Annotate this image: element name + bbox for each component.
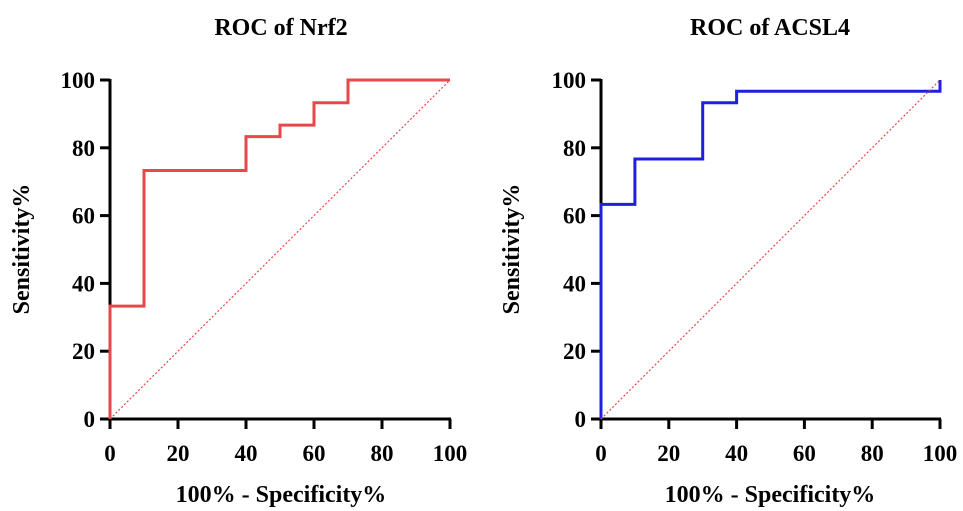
x-axis-label: 100% - Specificity% [176,482,387,508]
y-tick-label: 0 [575,407,587,432]
y-tick-label: 20 [563,339,586,364]
x-tick-label: 0 [595,441,607,466]
x-tick-label: 100 [433,441,468,466]
chart-title: ROC of Nrf2 [214,15,347,41]
x-tick-label: 20 [167,441,190,466]
y-tick-label: 0 [84,407,96,432]
reference-diagonal-line [600,79,941,420]
y-tick-label: 100 [552,68,587,93]
plot-area: 0 20 40 60 80 100 0 20 40 60 80 100 [552,68,958,466]
x-tick-label: 60 [303,441,326,466]
x-tick-label: 40 [725,441,748,466]
y-tick-label: 100 [61,68,96,93]
y-axis-label: Sensitivity% [499,184,525,315]
x-tick-label: 0 [104,441,116,466]
roc-curve [108,78,450,419]
y-tick-label: 60 [563,204,586,229]
x-tick-label: 60 [793,441,816,466]
y-tick-label: 80 [563,136,586,161]
plot-area: 0 20 40 60 80 100 0 20 40 60 80 100 [61,68,468,466]
x-axis-label: 100% - Specificity% [665,482,876,508]
y-tick-label: 80 [72,136,95,161]
x-tick-label: 80 [371,441,394,466]
chart-acsl4: ROC of ACSL4 100% - Specificity% Sensiti… [499,15,957,508]
y-tick-label: 40 [72,271,95,296]
chart-nrf2: ROC of Nrf2 100% - Specificity% Sensitiv… [9,15,467,508]
reference-diagonal-line [109,79,451,420]
x-tick-label: 80 [861,441,884,466]
roc-curve [599,80,942,419]
y-tick-label: 20 [72,339,95,364]
y-tick-label: 60 [72,204,95,229]
chart-title: ROC of ACSL4 [690,15,850,41]
y-axis-label: Sensitivity% [9,184,35,315]
x-tick-label: 100 [923,441,958,466]
x-tick-label: 40 [235,441,258,466]
x-tick-label: 20 [657,441,680,466]
y-tick-label: 40 [563,271,586,296]
